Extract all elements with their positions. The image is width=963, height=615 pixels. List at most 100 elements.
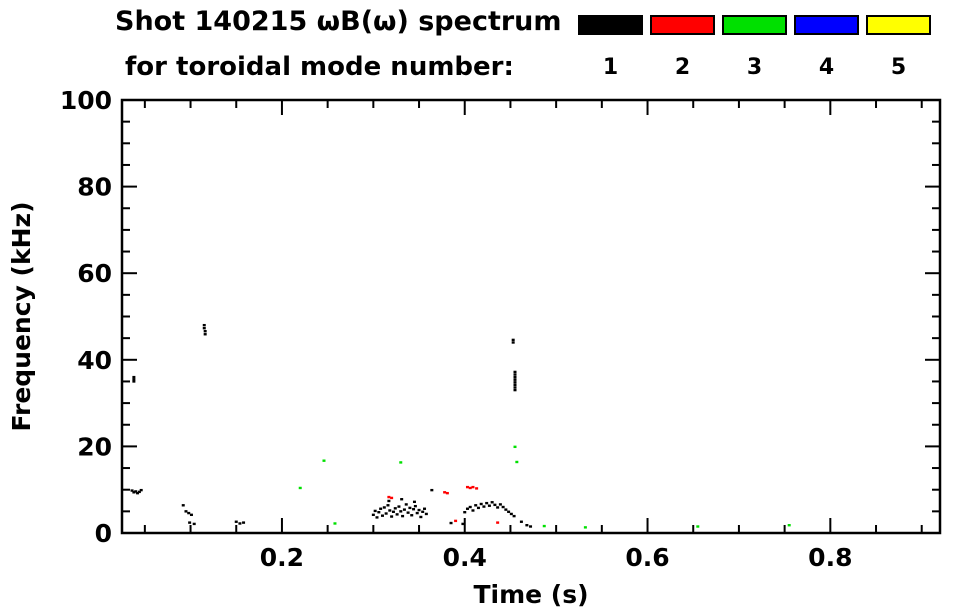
y-tick-label: 40 bbox=[77, 346, 112, 375]
data-point-mode-3 bbox=[333, 522, 337, 525]
legend-label-mode-1: 1 bbox=[602, 55, 619, 80]
legend-swatch-mode-5 bbox=[866, 15, 931, 35]
data-point-mode-1 bbox=[468, 505, 472, 509]
x-tick-label: 0.2 bbox=[260, 543, 304, 572]
data-point-mode-3 bbox=[583, 526, 587, 529]
data-point-mode-1 bbox=[461, 522, 465, 526]
legend-swatch-mode-1 bbox=[578, 15, 643, 35]
data-point-mode-1 bbox=[400, 498, 404, 501]
figure-title: Shot 140215 ωB(ω) spectrum bbox=[115, 6, 562, 37]
data-point-mode-1 bbox=[529, 525, 533, 528]
data-point-mode-1 bbox=[399, 510, 403, 513]
data-point-mode-2 bbox=[443, 491, 447, 494]
legend-label-mode-4: 4 bbox=[818, 55, 835, 80]
data-point-mode-1 bbox=[184, 510, 188, 513]
data-point-mode-1 bbox=[413, 504, 417, 508]
data-point-mode-2 bbox=[454, 519, 458, 523]
data-point-mode-3 bbox=[399, 461, 403, 464]
data-point-mode-1 bbox=[412, 500, 416, 504]
data-point-mode-1 bbox=[388, 509, 392, 512]
y-axis-title: Frequency (kHz) bbox=[7, 202, 36, 432]
data-point-mode-1 bbox=[379, 507, 383, 510]
data-point-mode-1 bbox=[238, 522, 242, 525]
data-point-mode-1 bbox=[380, 514, 384, 517]
data-point-mode-1 bbox=[501, 505, 505, 509]
data-point-mode-1 bbox=[132, 375, 136, 379]
y-tick-label: 0 bbox=[95, 519, 112, 548]
data-point-mode-1 bbox=[406, 511, 410, 514]
x-tick-label: 0.8 bbox=[808, 543, 852, 572]
data-point-mode-1 bbox=[512, 514, 516, 518]
data-point-mode-3 bbox=[542, 524, 546, 528]
data-point-mode-1 bbox=[487, 504, 491, 507]
data-point-mode-1 bbox=[386, 504, 390, 507]
legend-swatch-row bbox=[578, 15, 931, 35]
data-point-mode-1 bbox=[132, 380, 136, 383]
data-point-mode-1 bbox=[509, 512, 513, 516]
data-point-mode-1 bbox=[474, 504, 478, 507]
y-tick-label: 80 bbox=[77, 173, 112, 202]
data-point-mode-1 bbox=[203, 330, 207, 333]
data-point-mode-1 bbox=[423, 507, 427, 510]
data-point-mode-1 bbox=[449, 521, 453, 525]
data-point-mode-1 bbox=[513, 378, 517, 381]
data-point-mode-2 bbox=[496, 521, 500, 524]
data-point-mode-3 bbox=[787, 524, 791, 527]
figure-subtitle: for toroidal mode number: bbox=[125, 52, 514, 82]
data-point-mode-2 bbox=[471, 485, 475, 489]
data-point-mode-1 bbox=[136, 491, 140, 495]
data-point-mode-1 bbox=[132, 491, 136, 494]
data-point-mode-1 bbox=[134, 490, 138, 493]
data-point-mode-1 bbox=[415, 511, 419, 515]
legend-swatch-mode-2 bbox=[650, 15, 715, 35]
data-point-mode-1 bbox=[132, 378, 136, 381]
data-point-mode-1 bbox=[513, 383, 517, 387]
data-point-mode-1 bbox=[387, 499, 391, 503]
data-point-mode-1 bbox=[504, 508, 508, 511]
data-point-mode-1 bbox=[187, 511, 191, 515]
data-point-mode-1 bbox=[513, 373, 517, 376]
legend-swatch-mode-3 bbox=[722, 15, 787, 35]
data-point-mode-1 bbox=[513, 370, 517, 374]
x-tick-label: 0.4 bbox=[443, 543, 487, 572]
data-point-mode-1 bbox=[234, 520, 238, 523]
data-point-mode-2 bbox=[475, 487, 479, 490]
data-point-mode-1 bbox=[377, 511, 381, 514]
data-point-mode-2 bbox=[390, 496, 394, 500]
data-point-mode-1 bbox=[412, 507, 416, 511]
data-point-mode-1 bbox=[402, 508, 406, 511]
data-point-mode-1 bbox=[384, 512, 388, 515]
data-point-mode-2 bbox=[387, 495, 391, 499]
data-point-mode-2 bbox=[468, 486, 472, 490]
data-point-mode-1 bbox=[408, 506, 412, 510]
data-point-mode-3 bbox=[298, 486, 302, 490]
data-point-mode-1 bbox=[417, 508, 421, 512]
data-point-mode-2 bbox=[465, 485, 469, 489]
data-point-mode-1 bbox=[482, 505, 486, 508]
data-point-mode-1 bbox=[375, 516, 379, 519]
data-point-mode-1 bbox=[391, 510, 395, 513]
legend-label-mode-3: 3 bbox=[746, 55, 763, 80]
data-point-mode-1 bbox=[513, 381, 517, 384]
legend-label-mode-2: 2 bbox=[674, 55, 691, 80]
data-point-mode-1 bbox=[404, 503, 408, 506]
data-point-mode-1 bbox=[181, 504, 185, 507]
data-point-mode-1 bbox=[242, 521, 246, 524]
data-point-mode-1 bbox=[493, 503, 497, 507]
data-point-mode-1 bbox=[137, 490, 141, 494]
y-tick-label: 100 bbox=[60, 86, 112, 115]
data-point-mode-3 bbox=[696, 525, 700, 528]
axis-frame bbox=[120, 98, 942, 535]
data-point-mode-1 bbox=[471, 509, 475, 512]
data-point-mode-1 bbox=[139, 488, 143, 492]
data-point-mode-1 bbox=[511, 338, 515, 342]
data-point-mode-1 bbox=[513, 386, 517, 389]
data-point-mode-1 bbox=[393, 507, 397, 510]
data-point-mode-1 bbox=[424, 512, 428, 516]
y-tick-label: 60 bbox=[77, 259, 112, 288]
data-point-mode-1 bbox=[496, 506, 500, 509]
data-point-mode-2 bbox=[445, 491, 449, 495]
data-point-mode-1 bbox=[465, 507, 469, 510]
data-point-mode-1 bbox=[189, 513, 193, 517]
